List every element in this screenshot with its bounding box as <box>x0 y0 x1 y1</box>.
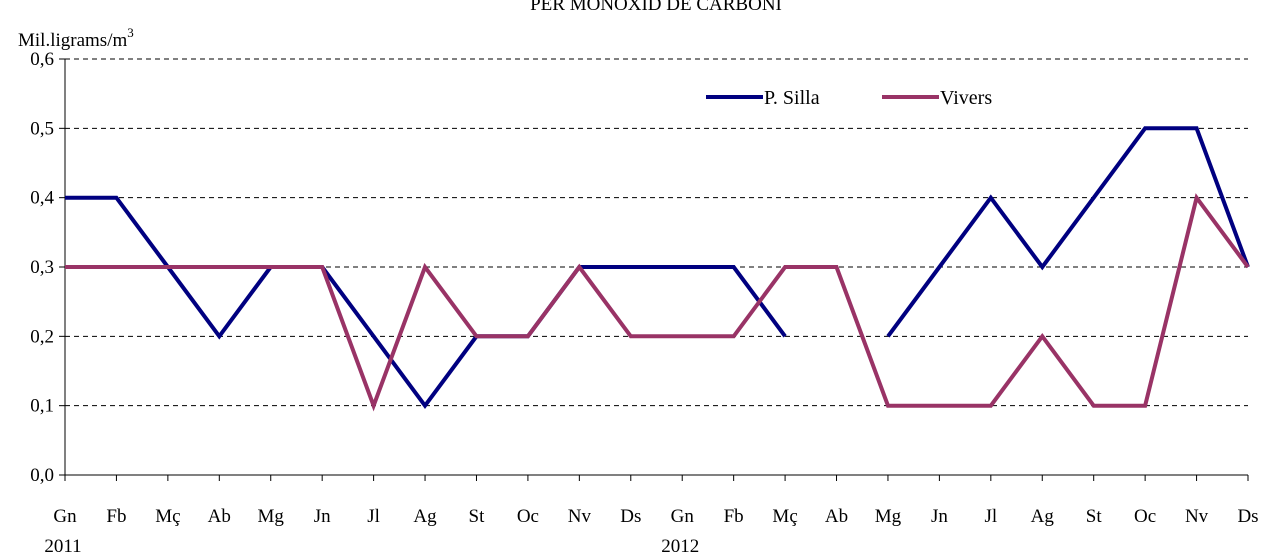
x-tick-label: Ag <box>413 506 437 527</box>
legend-label: Vivers <box>940 87 992 109</box>
x-tick-label: Ds <box>1237 506 1258 527</box>
y-tick-label: 0,5 <box>30 118 54 139</box>
x-tick-label: Fb <box>106 506 126 527</box>
x-tick-label: Nv <box>1185 506 1209 527</box>
x-tick-label: Fb <box>724 506 744 527</box>
chart-title: PER MONÒXID DE CARBONI <box>530 0 782 15</box>
series-line <box>65 195 787 410</box>
series-lines <box>65 126 1250 412</box>
x-tick-label: Mç <box>155 506 180 527</box>
x-tick-label: Gn <box>53 506 77 527</box>
series-line <box>65 193 1250 412</box>
x-tick-label: St <box>1086 506 1103 527</box>
year-label: 2012 <box>661 536 699 556</box>
x-tick-label: Mg <box>875 506 902 527</box>
x-tick-label: Jl <box>367 506 380 527</box>
x-tick-label: Nv <box>568 506 592 527</box>
y-axis-title: Mil.ligrams/m3 <box>18 25 134 51</box>
x-tick-label: Ab <box>208 506 231 527</box>
axes <box>59 58 1249 481</box>
x-tick-label: Oc <box>517 506 539 527</box>
y-tick-label: 0,3 <box>30 257 54 278</box>
y-axis-title-main: Mil.ligrams/m <box>18 30 127 51</box>
x-tick-label: Gn <box>671 506 695 527</box>
year-label: 2011 <box>44 536 81 556</box>
y-axis-title-superscript: 3 <box>127 25 134 40</box>
x-tick-label: Ag <box>1031 506 1055 527</box>
x-tick-label: St <box>469 506 486 527</box>
grid-lines <box>65 58 1248 407</box>
x-tick-label: Jn <box>931 506 948 527</box>
x-tick-label: Oc <box>1134 506 1156 527</box>
series-0 <box>65 126 1250 410</box>
legend-label: P. Silla <box>764 87 820 109</box>
x-tick-label: Mç <box>772 506 797 527</box>
y-tick-labels: 0,0 0,1 0,2 0,3 0,4 0,5 0,6 <box>30 49 54 486</box>
y-tick-label: 0,0 <box>30 465 54 486</box>
y-tick-label: 0,2 <box>30 326 54 347</box>
y-tick-label: 0,4 <box>30 188 54 209</box>
y-tick-label: 0,1 <box>30 396 54 417</box>
x-tick-label: Ds <box>620 506 641 527</box>
series-line <box>886 126 1250 338</box>
x-tick-label: Jn <box>314 506 331 527</box>
legend: P. Silla Vivers <box>706 87 992 109</box>
x-tick-label: Mg <box>258 506 285 527</box>
x-tick-label: Jl <box>984 506 997 527</box>
y-tick-label: 0,6 <box>30 49 54 70</box>
x-tick-labels: Gn Fb Mç Ab Mg Jn Jl Ag St Oc Nv Ds Gn Fb Mç Ab Mg Jn Jl Ag… <box>44 506 1258 556</box>
x-tick-label: Ab <box>825 506 848 527</box>
series-1 <box>65 193 1250 412</box>
